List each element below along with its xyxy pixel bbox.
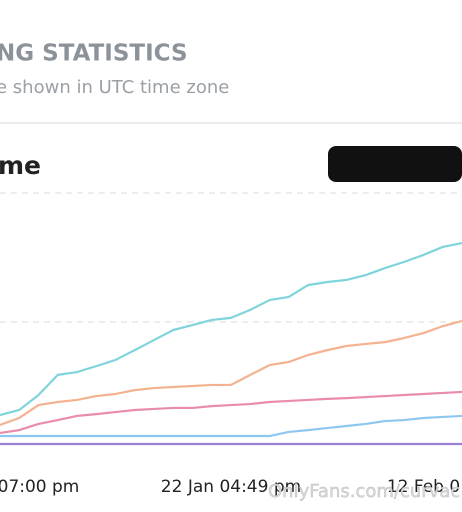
series-line bbox=[0, 390, 462, 435]
panel-title: me bbox=[0, 151, 41, 180]
series-line bbox=[0, 241, 462, 417]
x-tick-label: 22 Jan 04:49 pm bbox=[161, 477, 301, 497]
page-subtitle: e shown in UTC time zone bbox=[0, 77, 229, 98]
watermark: OnlyFans.com/curvac bbox=[268, 481, 460, 502]
x-tick-label: 12 Feb 0 bbox=[387, 477, 460, 497]
series-line bbox=[0, 319, 462, 426]
redaction bbox=[328, 146, 462, 182]
page-title: NG STATISTICS bbox=[0, 41, 188, 67]
series-line bbox=[0, 414, 462, 438]
plot: 07:00 pm 22 Jan 04:49 pm 12 Feb 0 bbox=[0, 192, 462, 497]
x-tick-label: 07:00 pm bbox=[0, 477, 79, 497]
